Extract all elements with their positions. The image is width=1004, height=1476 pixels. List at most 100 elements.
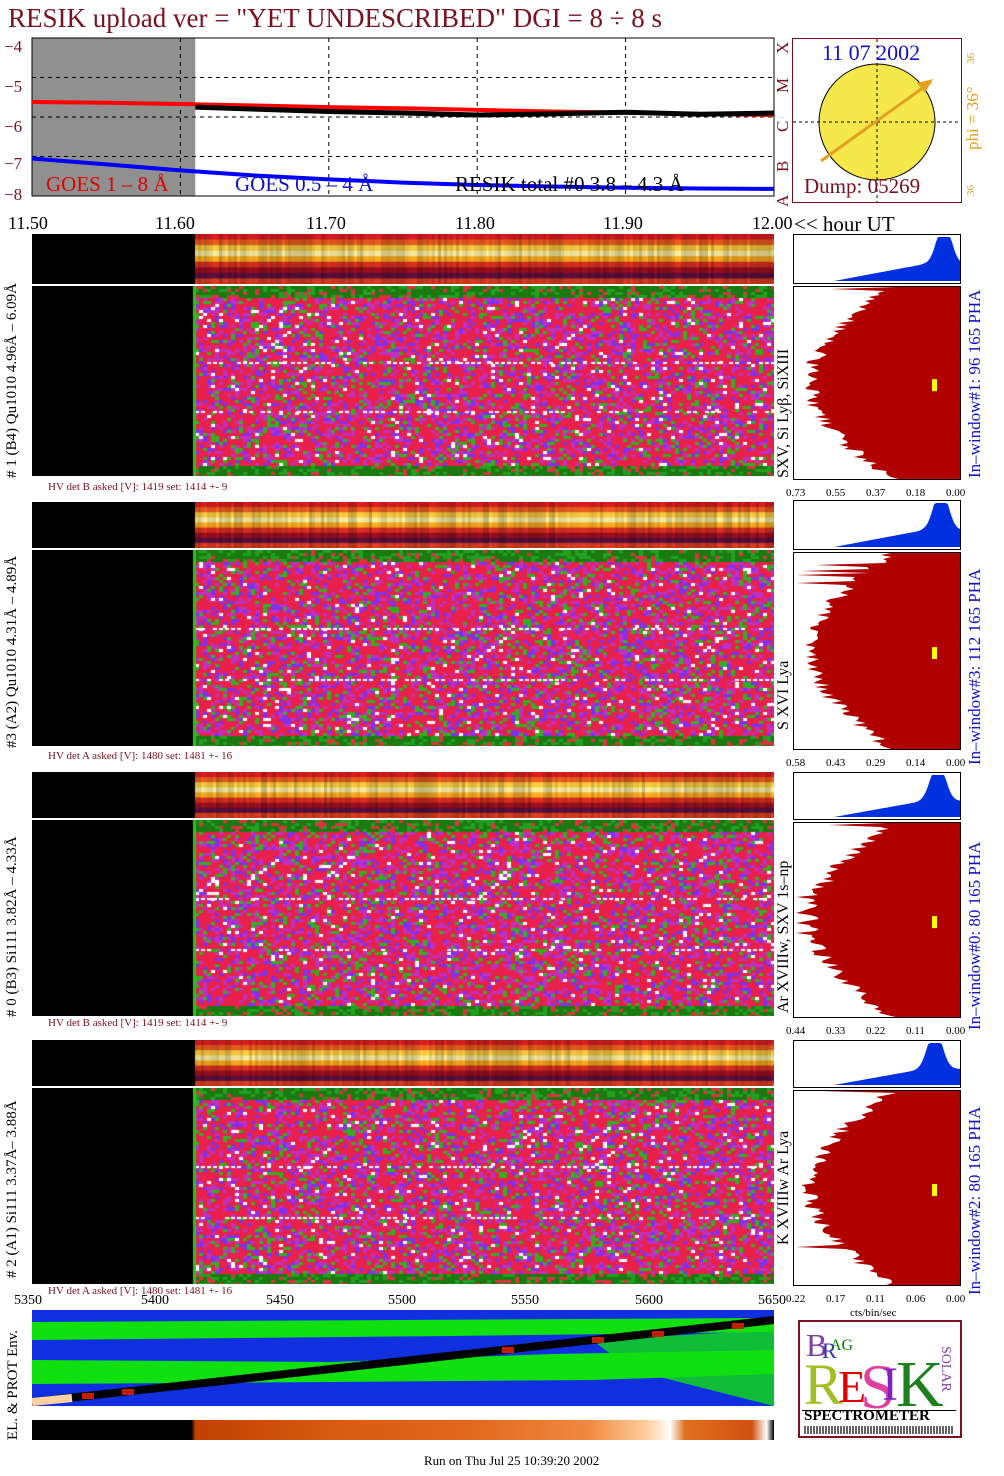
channel-0-window: In–window#0: 80 165 PHA <box>965 841 984 1030</box>
spectrum-x-tick: 0.22 <box>866 1025 886 1037</box>
env-marker <box>592 1337 604 1343</box>
channel-1-spectrogram <box>32 286 774 476</box>
spectrum-histogram <box>796 1091 960 1285</box>
env-marker <box>502 1347 514 1353</box>
spectrum-x-tick: 0.29 <box>866 757 886 769</box>
spectrum-marker <box>932 379 937 392</box>
channel-3-hv: HV det A asked [V]: 1480 set: 1481 +- 16 <box>48 750 233 762</box>
sun-date: 11 07 2002 <box>822 40 921 65</box>
time-axis-unit: << hour UT <box>794 212 895 236</box>
spectrum-x-tick: 0.17 <box>826 1293 846 1305</box>
spectrum-x-tick: 0.00 <box>946 487 966 499</box>
goes-series-line <box>31 156 775 191</box>
channel-1-ylabel: # 1 (B4) Qu1010 4.96Å – 6.09Å <box>4 283 20 478</box>
env-band <box>32 1318 774 1340</box>
pha-histogram <box>794 237 960 281</box>
spectrum-x-tick: 0.58 <box>786 757 806 769</box>
svg-text:R: R <box>804 1352 843 1417</box>
time-tick: 12.00 <box>752 213 793 233</box>
class-label-x: X <box>773 41 792 54</box>
time-tick: 11.60 <box>155 213 195 233</box>
channel-3-block <box>0 500 790 764</box>
phi-tick-bottom: 36 <box>965 185 977 196</box>
bottom-tick: 5350 <box>14 1293 42 1308</box>
spectrum-x-tick: 0.43 <box>826 757 846 769</box>
spectrum-x-tick: 0.14 <box>906 757 926 769</box>
legend-goes-1-8: GOES 1 – 8 Å <box>46 172 169 196</box>
spectrum-x-tick: 0.55 <box>826 487 846 499</box>
bottom-tick: 5600 <box>635 1293 663 1308</box>
color-bar <box>32 1420 774 1440</box>
bottom-tick: 5400 <box>141 1293 169 1308</box>
channel-3-ylabel: #3 (A2) Qu1010 4.31Å – 4.89Å <box>4 555 20 748</box>
spectrum-marker <box>932 916 937 929</box>
channel-0-spectrogram <box>32 820 774 1016</box>
channel-2-window: In–window#2: 80 165 PHA <box>965 1106 984 1295</box>
channel-0-ylabel: # 0 (B3) Si111 3.82Å – 4.33Å <box>4 836 20 1017</box>
goes-svg <box>31 37 775 197</box>
channel-1-spectrum <box>793 286 961 480</box>
logo-spectrometer: SPECTROMETER <box>804 1408 930 1424</box>
footer-run-info: Run on Thu Jul 25 10:39:20 2002 <box>424 1453 600 1468</box>
channel-3-spectrogram <box>32 550 774 746</box>
spectrum-x-tick: 0.11 <box>866 1293 885 1305</box>
legend-goes-05-4: GOES 0.5 – 4 Å <box>235 172 374 196</box>
channel-0-hv: HV det B asked [V]: 1419 set: 1414 +- 9 <box>48 1017 228 1029</box>
channel-2-lines: K XVIIIw Ar Lya <box>775 1130 792 1245</box>
resik-logo: B R AG R E S I K SOLAR SPECTROMETER <box>798 1320 962 1438</box>
goes-ytick: −6 <box>4 117 23 136</box>
env-trajectory <box>31 1316 775 1406</box>
channel-3-lightcurve <box>32 502 774 548</box>
class-label-a: A <box>773 194 792 207</box>
env-marker <box>82 1393 94 1399</box>
svg-text:B: B <box>806 1327 827 1363</box>
spectrum-histogram <box>805 287 960 479</box>
svg-text:E: E <box>838 1361 866 1412</box>
spectrum-x-tick: 0.00 <box>946 757 966 769</box>
spectrum-x-tick: 0.44 <box>786 1025 806 1037</box>
env-marker <box>652 1331 664 1337</box>
env-svg <box>31 1310 775 1406</box>
lightcurve-canvas <box>32 502 774 548</box>
channel-0-block <box>0 770 790 1034</box>
spectrum-marker <box>932 647 937 660</box>
svg-text:R: R <box>822 1338 837 1363</box>
channel-2-spectrum <box>793 1090 961 1286</box>
logo-fineprint <box>804 1426 954 1434</box>
channel-3-lines: S XVI Lya <box>775 660 792 730</box>
bottom-tick: 5650 <box>758 1293 786 1308</box>
spectrogram-canvas <box>32 1088 774 1284</box>
sun-panel <box>792 38 962 203</box>
channel-3-window: In–window#3: 112 165 PHA <box>965 568 984 765</box>
channel-3-pha <box>793 500 961 550</box>
goes-ytick: −5 <box>4 77 23 96</box>
lightcurve-canvas <box>32 234 774 284</box>
bottom-tick: 5500 <box>388 1293 416 1308</box>
spectrum-x-tick: 0.06 <box>906 1293 926 1305</box>
goes-ytick: −4 <box>4 37 23 56</box>
spectrogram-canvas <box>32 550 774 746</box>
pha-histogram <box>794 1043 960 1085</box>
channel-1-pha <box>793 234 961 284</box>
channel-0-lines: Ar XVIIIw, SXV 1s–np <box>775 860 792 1013</box>
class-label-c: C <box>773 120 792 132</box>
time-tick: 11.70 <box>306 213 346 233</box>
channel-1-window: In–window#1: 96 165 PHA <box>965 289 984 478</box>
spectrum-histogram <box>796 823 960 1017</box>
sun-disk-svg <box>793 39 961 202</box>
svg-text:I: I <box>882 1358 898 1411</box>
channel-0-lightcurve <box>32 772 774 818</box>
time-tick: 11.80 <box>455 213 495 233</box>
channel-2-block <box>0 1038 790 1288</box>
channel-2-ylabel: # 2 (A1) Si111 3.37Å– 3.88Å <box>4 1100 20 1278</box>
pha-histogram <box>794 503 960 547</box>
goes-ytick: −8 <box>4 185 23 204</box>
dump-label: Dump: 05269 <box>804 174 921 198</box>
spectrum-x-tick: 0.00 <box>946 1025 966 1037</box>
channel-2-spectrogram <box>32 1088 774 1284</box>
channel-1-block <box>0 232 790 496</box>
phi-label: phi = 36° <box>963 86 982 150</box>
svg-text:AG: AG <box>830 1337 854 1354</box>
goes-series-line <box>195 104 775 118</box>
env-trajectory-start <box>31 1394 73 1406</box>
